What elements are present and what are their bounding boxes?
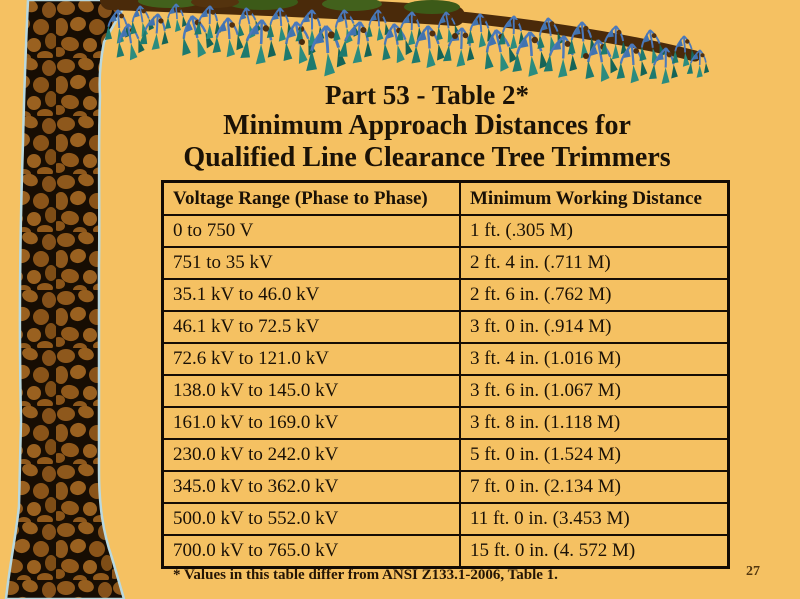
- cell-voltage-range: 161.0 kV to 169.0 kV: [161, 406, 461, 440]
- cell-working-distance: 15 ft. 0 in. (4. 572 M): [459, 534, 730, 569]
- table-row: 72.6 kV to 121.0 kV 3 ft. 4 in. (1.016 M): [161, 342, 730, 376]
- title-line-2: Minimum Approach Distances for: [223, 110, 631, 142]
- cell-voltage-range: 72.6 kV to 121.0 kV: [161, 342, 461, 376]
- cell-working-distance: 3 ft. 6 in. (1.067 M): [459, 374, 730, 408]
- cell-working-distance: 11 ft. 0 in. (3.453 M): [459, 502, 730, 536]
- cell-working-distance: 3 ft. 8 in. (1.118 M): [459, 406, 730, 440]
- title-part-table: Part 53 - Table 2*: [324, 80, 529, 110]
- table-row: 138.0 kV to 145.0 kV 3 ft. 6 in. (1.067 M…: [161, 374, 730, 408]
- title-line-3: Qualified Line Clearance Tree Trimmers: [183, 141, 671, 173]
- cell-working-distance: 7 ft. 0 in. (2.134 M): [459, 470, 730, 504]
- table-row: 161.0 kV to 169.0 kV 3 ft. 8 in. (1.118 M…: [161, 406, 730, 440]
- table-row: 35.1 kV to 46.0 kV 2 ft. 6 in. (.762 M): [161, 278, 730, 312]
- col-header-working-distance: Minimum Working Distance: [459, 180, 730, 216]
- table-row: 500.0 kV to 552.0 kV 11 ft. 0 in. (3.453 …: [161, 502, 730, 536]
- cell-voltage-range: 345.0 kV to 362.0 kV: [161, 470, 461, 504]
- cell-voltage-range: 700.0 kV to 765.0 kV: [161, 534, 461, 569]
- table-header-row: Voltage Range (Phase to Phase) Minimum W…: [161, 180, 730, 216]
- slide-title: Part 53 - Table 2* Minimum Approach Dist…: [54, 80, 800, 173]
- cell-working-distance: 3 ft. 4 in. (1.016 M): [459, 342, 730, 376]
- footnote: * Values in this table differ from ANSI …: [173, 567, 558, 583]
- cell-working-distance: 2 ft. 6 in. (.762 M): [459, 278, 730, 312]
- cell-voltage-range: 0 to 750 V: [161, 214, 461, 248]
- cell-voltage-range: 751 to 35 kV: [161, 246, 461, 280]
- cell-voltage-range: 138.0 kV to 145.0 kV: [161, 374, 461, 408]
- cell-working-distance: 3 ft. 0 in. (.914 M): [459, 310, 730, 344]
- tree-foliage-icon: [103, 3, 712, 87]
- table-row: 751 to 35 kV 2 ft. 4 in. (.711 M): [161, 246, 730, 280]
- cell-voltage-range: 46.1 kV to 72.5 kV: [161, 310, 461, 344]
- page-number: 27: [746, 564, 760, 579]
- cell-voltage-range: 230.0 kV to 242.0 kV: [161, 438, 461, 472]
- table-row: 230.0 kV to 242.0 kV 5 ft. 0 in. (1.524 M…: [161, 438, 730, 472]
- approach-distance-table: Voltage Range (Phase to Phase) Minimum W…: [161, 180, 730, 569]
- col-header-voltage-range: Voltage Range (Phase to Phase): [161, 180, 461, 216]
- cell-working-distance: 1 ft. (.305 M): [459, 214, 730, 248]
- cell-voltage-range: 35.1 kV to 46.0 kV: [161, 278, 461, 312]
- tree-branch-icon: [100, 0, 701, 62]
- cell-voltage-range: 500.0 kV to 552.0 kV: [161, 502, 461, 536]
- cell-working-distance: 2 ft. 4 in. (.711 M): [459, 246, 730, 280]
- table-row: 700.0 kV to 765.0 kV 15 ft. 0 in. (4. 572…: [161, 534, 730, 569]
- cell-working-distance: 5 ft. 0 in. (1.524 M): [459, 438, 730, 472]
- table-row: 345.0 kV to 362.0 kV 7 ft. 0 in. (2.134 M…: [161, 470, 730, 504]
- table-row: 46.1 kV to 72.5 kV 3 ft. 0 in. (.914 M): [161, 310, 730, 344]
